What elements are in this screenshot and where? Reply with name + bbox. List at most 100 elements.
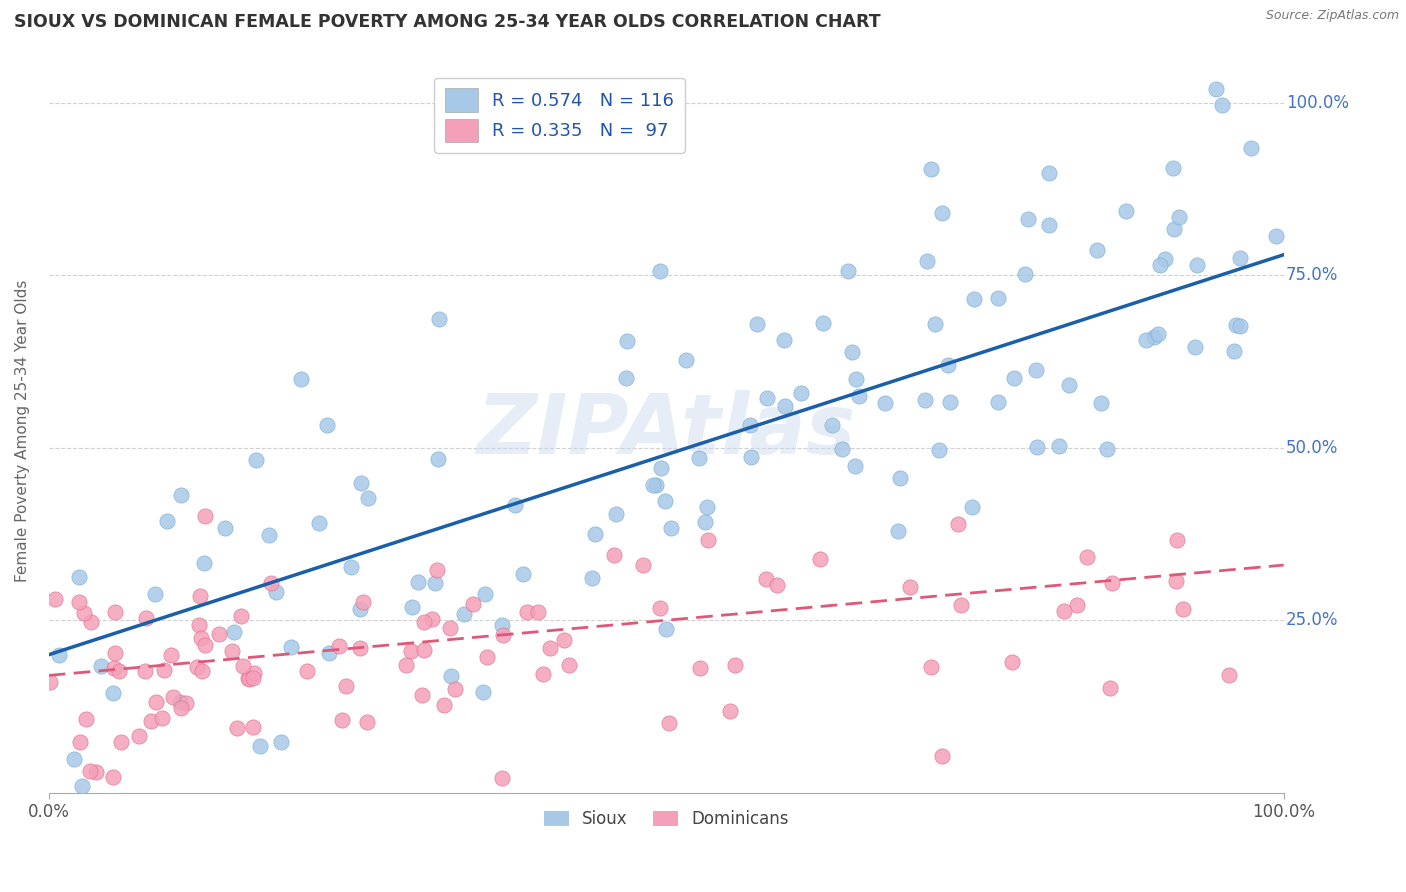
Point <box>356 715 378 730</box>
Point <box>103 661 125 675</box>
Point <box>1229 251 1251 265</box>
Point <box>605 507 627 521</box>
Point <box>1101 576 1123 591</box>
Point <box>527 605 550 619</box>
Point <box>1001 655 1024 669</box>
Point <box>931 205 953 219</box>
Point <box>221 644 243 658</box>
Point <box>831 442 853 456</box>
Point <box>616 334 638 349</box>
Point <box>439 621 461 635</box>
Point <box>1017 212 1039 227</box>
Point <box>790 385 813 400</box>
Point <box>150 710 173 724</box>
Point <box>308 516 330 530</box>
Point <box>650 460 672 475</box>
Point <box>48 648 70 662</box>
Point <box>773 333 796 347</box>
Point <box>208 626 231 640</box>
Point <box>583 526 606 541</box>
Point <box>1211 98 1233 112</box>
Point <box>39 675 62 690</box>
Point <box>349 641 371 656</box>
Point <box>90 658 112 673</box>
Point <box>340 560 363 574</box>
Point <box>245 453 267 467</box>
Point <box>718 704 741 718</box>
Point <box>766 577 789 591</box>
Point <box>1057 378 1080 392</box>
Point <box>63 752 86 766</box>
Point <box>1002 371 1025 385</box>
Point <box>845 371 868 385</box>
Point <box>335 679 357 693</box>
Point <box>658 716 681 731</box>
Point <box>1090 396 1112 410</box>
Point <box>821 417 844 432</box>
Point <box>558 658 581 673</box>
Point <box>492 628 515 642</box>
Text: 100.0%: 100.0% <box>1286 94 1350 112</box>
Point <box>1038 166 1060 180</box>
Point <box>1135 333 1157 347</box>
Point <box>357 491 380 505</box>
Point <box>80 615 103 629</box>
Point <box>659 521 682 535</box>
Point <box>740 450 762 464</box>
Point <box>236 671 259 685</box>
Point <box>352 595 374 609</box>
Point <box>1171 602 1194 616</box>
Point <box>987 291 1010 305</box>
Point <box>581 571 603 585</box>
Point <box>229 609 252 624</box>
Point <box>889 470 911 484</box>
Point <box>411 688 433 702</box>
Point <box>401 643 423 657</box>
Point <box>134 664 156 678</box>
Point <box>696 533 718 547</box>
Point <box>170 488 193 502</box>
Point <box>773 399 796 413</box>
Point <box>224 625 246 640</box>
Point <box>1185 258 1208 272</box>
Point <box>349 476 371 491</box>
Point <box>101 685 124 699</box>
Point <box>401 600 423 615</box>
Point <box>238 672 260 686</box>
Point <box>330 714 353 728</box>
Point <box>453 607 475 622</box>
Point <box>503 499 526 513</box>
Point <box>194 639 217 653</box>
Point <box>675 353 697 368</box>
Point <box>226 721 249 735</box>
Point <box>260 576 283 591</box>
Point <box>887 524 910 538</box>
Point <box>1149 258 1171 272</box>
Point <box>427 452 450 467</box>
Point <box>433 698 456 712</box>
Point <box>420 612 443 626</box>
Point <box>1076 549 1098 564</box>
Point <box>693 515 716 529</box>
Point <box>264 585 287 599</box>
Point <box>1146 326 1168 341</box>
Point <box>688 450 710 465</box>
Point <box>426 563 449 577</box>
Point <box>69 735 91 749</box>
Point <box>962 292 984 306</box>
Point <box>1166 533 1188 547</box>
Point <box>475 649 498 664</box>
Point <box>724 658 747 673</box>
Point <box>425 576 447 591</box>
Point <box>1066 599 1088 613</box>
Point <box>44 591 66 606</box>
Point <box>631 558 654 572</box>
Point <box>191 665 214 679</box>
Point <box>936 358 959 372</box>
Point <box>143 587 166 601</box>
Point <box>243 666 266 681</box>
Point <box>1025 363 1047 377</box>
Point <box>1143 330 1166 344</box>
Point <box>1014 267 1036 281</box>
Point <box>104 605 127 619</box>
